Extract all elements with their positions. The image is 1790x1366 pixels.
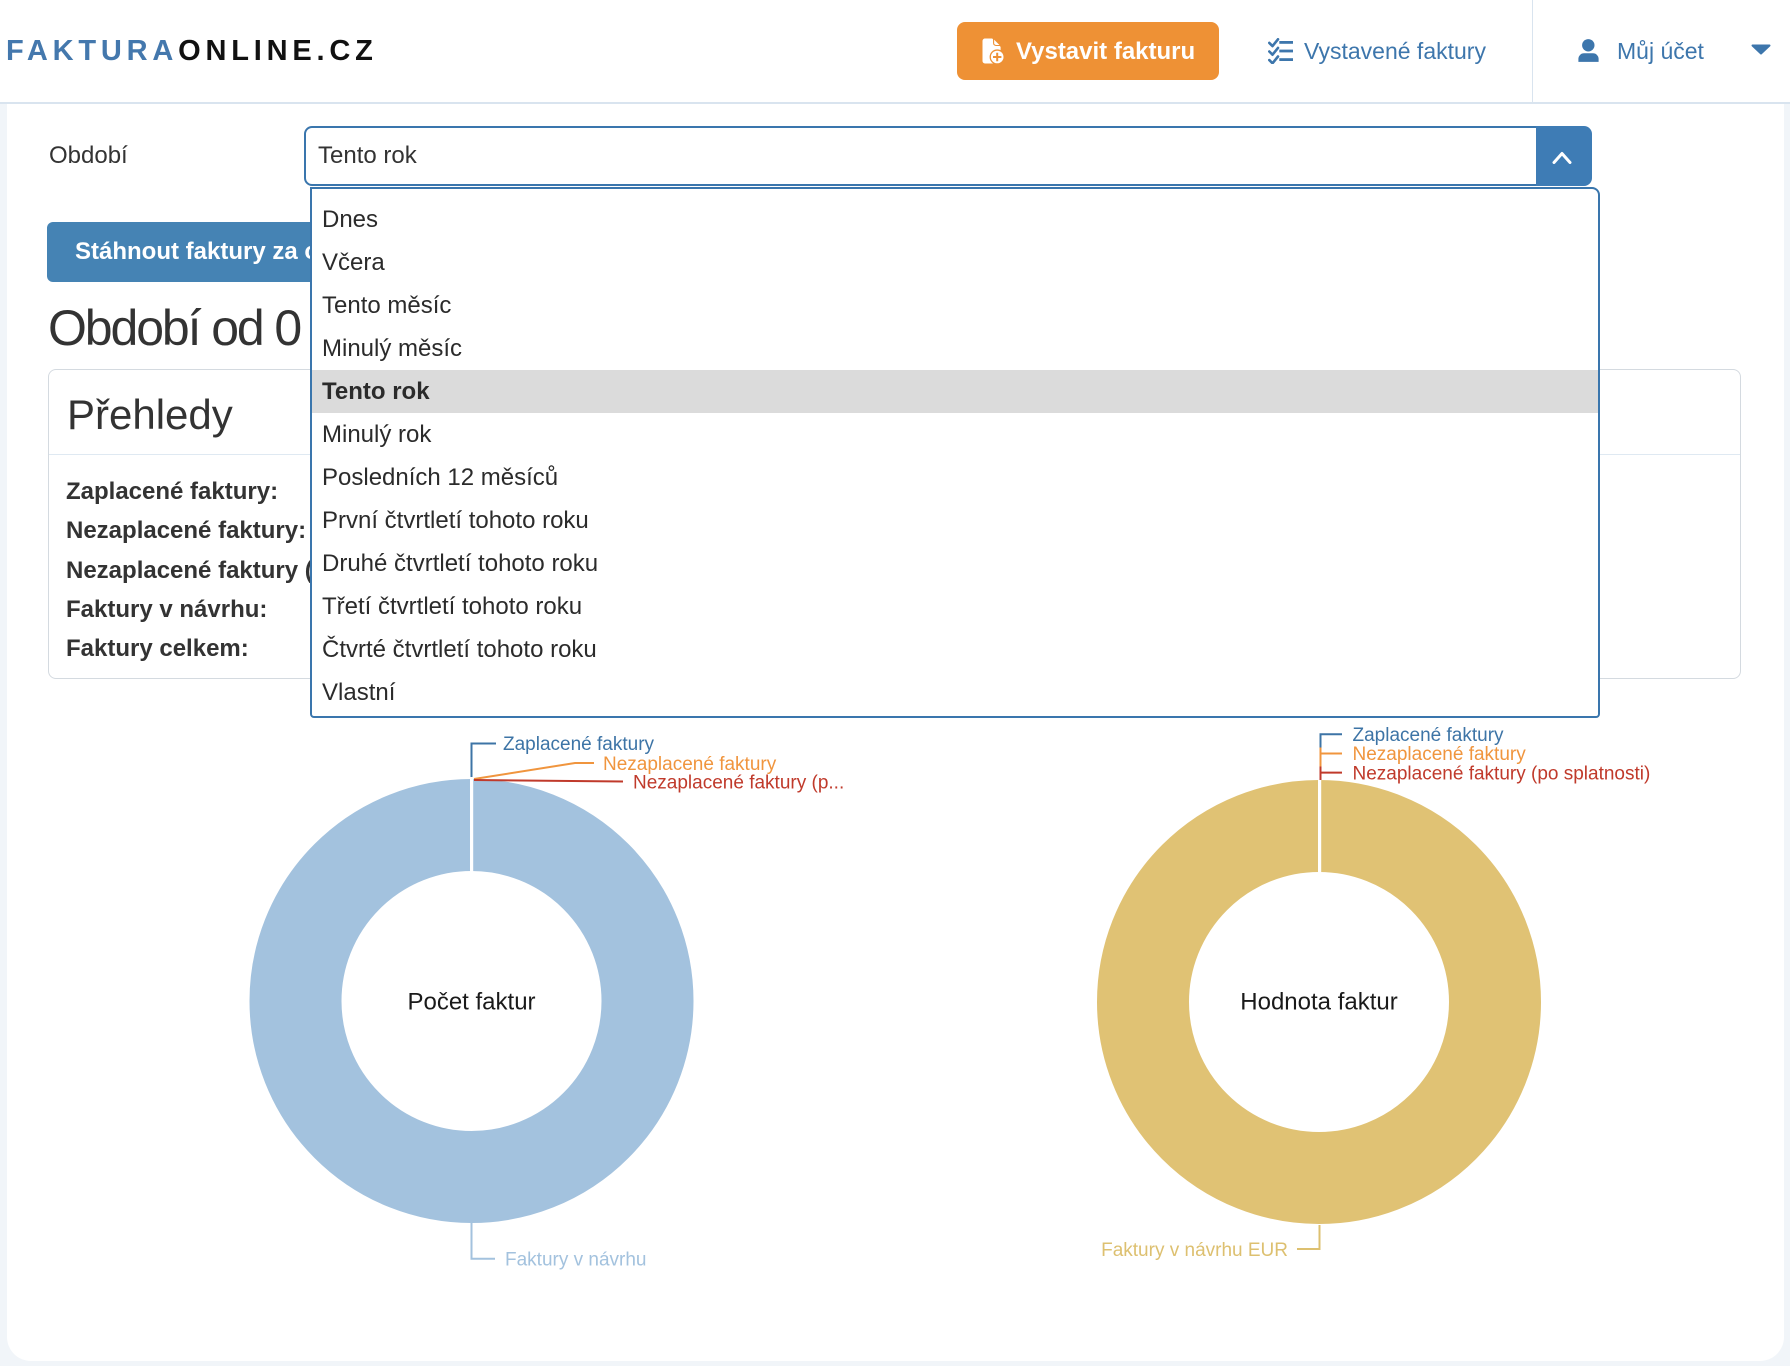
svg-text:Nezaplacené faktury: Nezaplacené faktury [603, 754, 777, 775]
svg-text:Počet faktur: Počet faktur [407, 989, 535, 1016]
svg-text:Hodnota faktur: Hodnota faktur [1240, 989, 1397, 1016]
svg-text:Nezaplacené faktury (p...: Nezaplacené faktury (p... [633, 773, 844, 794]
svg-text:Nezaplacené faktury (po splatn: Nezaplacené faktury (po splatnosti) [1353, 763, 1651, 784]
svg-text:Zaplacené faktury: Zaplacené faktury [1353, 725, 1505, 746]
svg-text:Zaplacené faktury: Zaplacené faktury [503, 734, 655, 755]
svg-text:Faktury v návrhu EUR: Faktury v návrhu EUR [1101, 1240, 1288, 1261]
svg-text:Faktury v návrhu: Faktury v návrhu [505, 1250, 647, 1271]
svg-text:Nezaplacené faktury: Nezaplacené faktury [1353, 744, 1527, 765]
